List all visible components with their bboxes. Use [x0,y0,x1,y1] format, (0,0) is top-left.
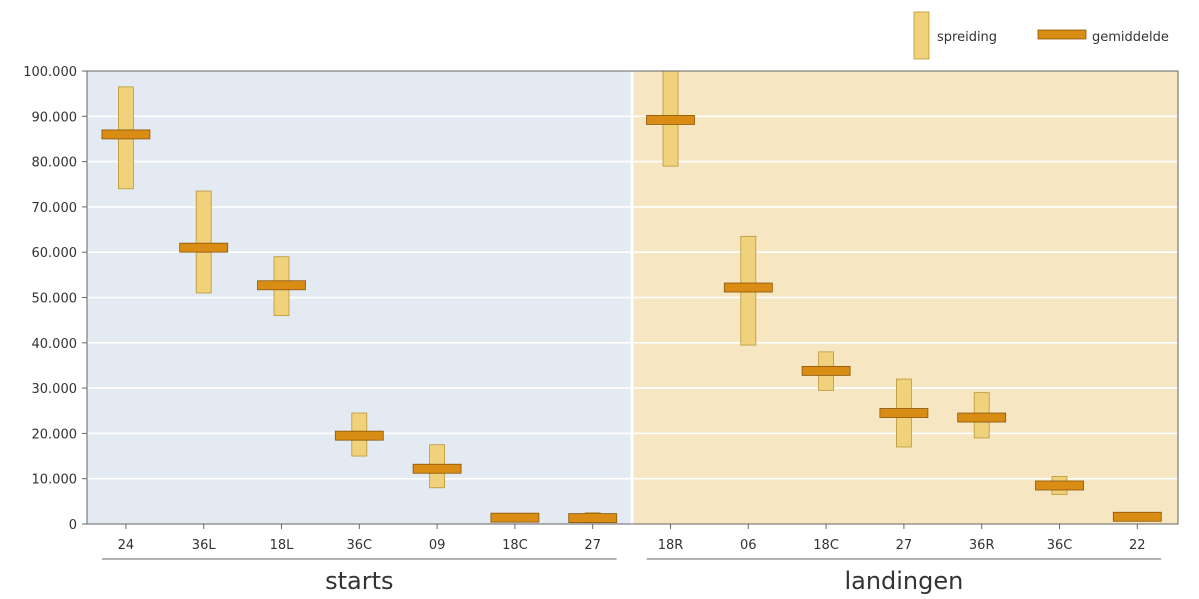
y-tick-label: 40.000 [32,337,78,352]
y-tick-label: 20.000 [32,427,78,442]
legend-mean-label: gemiddelde [1092,30,1169,45]
x-tick-label-starts-36C: 36C [346,538,372,553]
x-tick-label-landingen-18C: 18C [813,538,839,553]
mean-marker-starts-18C [490,512,540,523]
range-bar-starts-36L [195,190,212,294]
y-tick-label: 100.000 [23,65,77,80]
group-label-landingen: landingen [844,567,963,595]
y-tick-label: 50.000 [32,292,78,307]
x-tick-label-starts-36L: 36L [192,538,217,553]
range-bars [101,70,1162,524]
plot-frame [86,70,1179,525]
y-tick-label: 80.000 [32,156,78,171]
y-tick-label: 70.000 [32,201,78,216]
group-label-starts: starts [325,567,393,595]
mean-marker-starts-27 [568,513,618,524]
mean-marker-landingen-27 [879,408,929,418]
y-tick-label: 10.000 [32,473,78,488]
gridlines [87,71,1178,524]
mean-marker-starts-09 [412,463,462,474]
mean-marker-landingen-18C [801,365,851,376]
mean-marker-landingen-36R [957,412,1007,423]
x-tick-label-landingen-22: 22 [1129,538,1146,553]
legend-mean-swatch [1037,29,1087,40]
mean-marker-landingen-22 [1112,511,1162,522]
mean-marker-starts-24 [101,129,151,140]
mean-marker-starts-18L [257,280,306,291]
x-tick-label-starts-24: 24 [118,538,135,553]
mean-marker-landingen-18R [646,115,695,125]
y-tick-label: 30.000 [32,382,78,397]
x-tick-label-starts-09: 09 [429,538,446,553]
y-tick-label: 60.000 [32,246,78,261]
mean-marker-starts-36C [334,430,384,441]
axes: 0 10.000 20.000 30.000 40.000 50.000 60.000 70.… [23,65,1179,595]
legend-range-swatch [913,11,930,60]
x-tick-label-starts-18L: 18L [270,538,295,553]
x-tick-label-landingen-36R: 36R [969,538,995,553]
x-tick-label-landingen-27: 27 [896,538,913,553]
x-tick-label-starts-18C: 18C [502,538,528,553]
y-tick-label: 90.000 [32,110,78,125]
y-tick-label: 0 [69,518,77,533]
mean-marker-landingen-36C [1035,480,1084,491]
legend: spreiding gemiddelde [913,11,1169,60]
mean-marker-starts-36L [179,242,229,253]
x-tick-label-landingen-36C: 36C [1047,538,1073,553]
legend-range-label: spreiding [937,30,997,45]
x-tick-label-starts-27: 27 [584,538,601,553]
x-tick-label-landingen-06: 06 [740,538,757,553]
x-tick-label-landingen-18R: 18R [658,538,684,553]
mean-marker-landingen-06 [723,282,773,293]
